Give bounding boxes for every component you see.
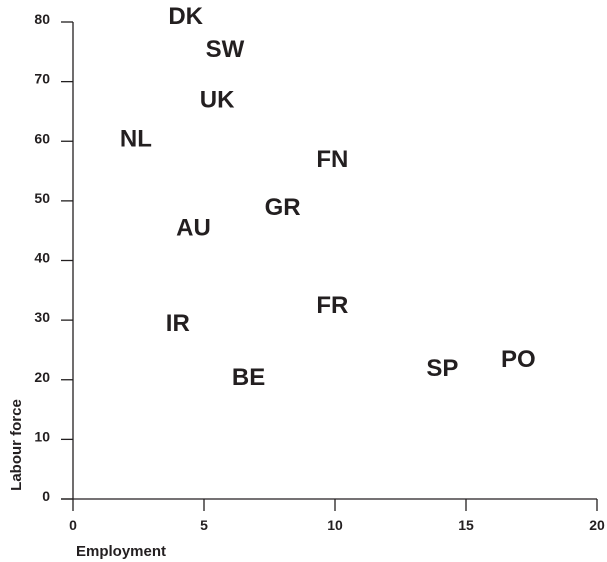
data-point-label: PO [501, 346, 536, 373]
x-tick-label: 5 [200, 517, 208, 533]
y-axis-ticks: 0 10 20 30 40 50 60 70 80 [34, 11, 73, 504]
y-tick-label: 60 [34, 130, 50, 146]
axes [61, 22, 597, 500]
y-axis-title: Labour force [8, 399, 25, 491]
y-tick-label: 30 [34, 309, 50, 325]
x-tick-label: 20 [589, 517, 605, 533]
data-point-label: FR [316, 292, 348, 319]
data-point-label: SW [206, 36, 245, 63]
data-point-label: AU [176, 215, 211, 242]
y-tick-label: 10 [34, 428, 50, 444]
x-axis-title: Employment [76, 543, 166, 560]
y-tick-label: 0 [42, 488, 50, 504]
y-tick-label: 70 [34, 71, 50, 87]
data-point-label: UK [200, 87, 235, 114]
x-tick-label: 0 [69, 517, 77, 533]
data-point-label: SP [426, 355, 458, 382]
data-point-label: BE [232, 364, 265, 391]
x-axis-ticks: 0 5 10 15 20 [69, 499, 605, 533]
x-tick-label: 10 [327, 517, 343, 533]
x-tick-label: 15 [458, 517, 474, 533]
data-point-label: FN [316, 146, 348, 173]
y-tick-label: 40 [34, 250, 50, 266]
y-tick-label: 80 [34, 11, 50, 27]
data-point-label: IR [166, 310, 190, 337]
y-tick-label: 50 [34, 190, 50, 206]
data-point-label: GR [265, 194, 301, 221]
y-tick-label: 20 [34, 369, 50, 385]
data-point-label: DK [168, 3, 203, 30]
data-point-label: NL [120, 125, 152, 152]
